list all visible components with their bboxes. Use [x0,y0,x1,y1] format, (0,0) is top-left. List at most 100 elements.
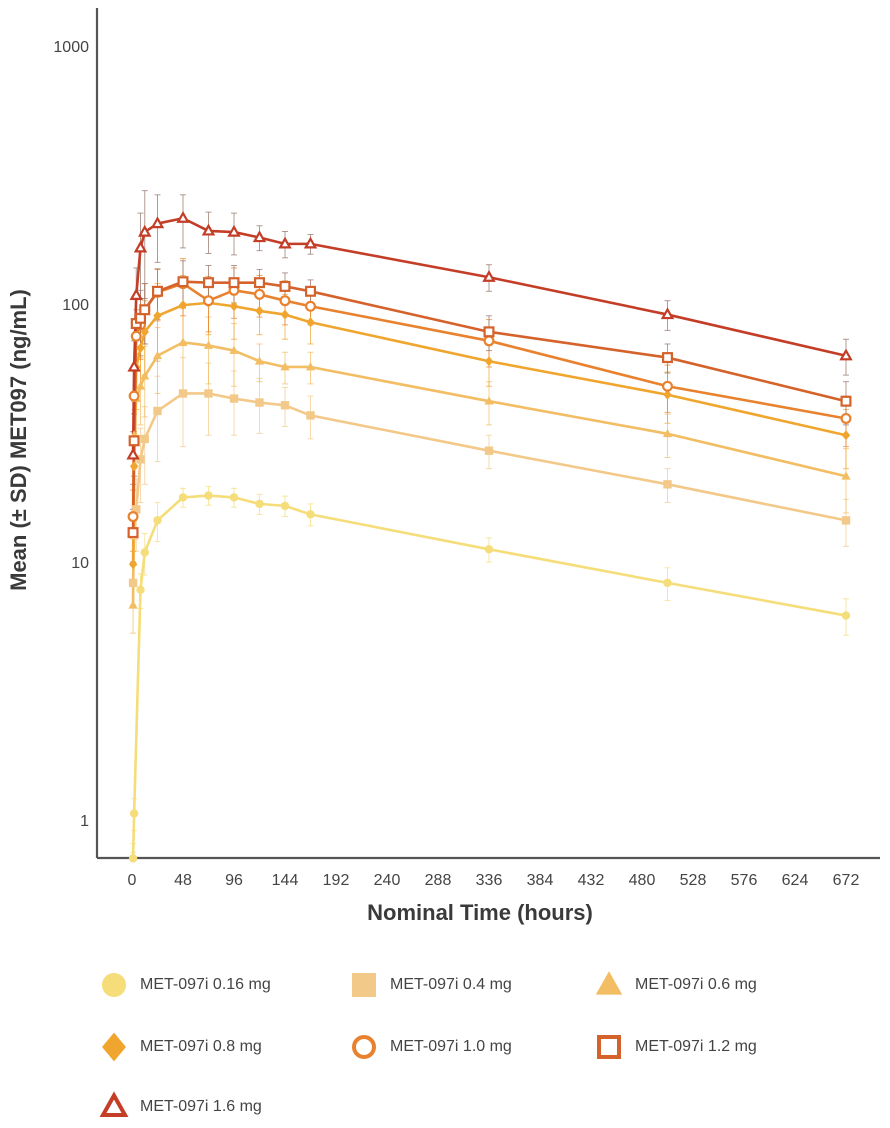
data-point [177,276,189,288]
data-point [662,428,673,438]
data-point [252,230,267,243]
series-line-met-097i-0-4-mg [131,392,847,583]
legend-label: MET-097i 1.0 mg [390,1038,512,1055]
data-point [280,309,290,320]
data-point [484,396,494,405]
x-tick-label: 672 [833,872,860,889]
y-tick-label: 100 [62,297,89,314]
x-tick-label: 192 [323,872,350,889]
data-point [139,304,151,316]
data-point [839,348,853,361]
data-point [484,545,494,554]
data-point [129,288,143,300]
data-point [255,398,264,407]
data-point [254,288,266,300]
data-point [136,585,145,595]
data-point [135,381,146,390]
data-point [661,352,673,364]
data-point [133,240,148,253]
data-point [203,340,214,349]
data-point [840,412,852,424]
legend-label: MET-097i 0.6 mg [635,976,757,993]
data-point [279,280,291,292]
data-point [153,406,162,416]
legend-item: MET-097i 0.16 mg [96,965,271,1005]
data-point [128,559,138,570]
legend-item: MET-097i 0.4 mg [346,965,512,1005]
data-point [130,330,142,342]
x-tick-label: 432 [578,872,605,889]
data-point [279,295,291,307]
legend-circle-icon [102,973,126,997]
data-point [176,210,190,223]
data-point [483,335,495,347]
data-point [128,578,138,588]
data-point [840,395,852,407]
data-point [841,516,851,525]
data-point [305,285,317,297]
x-tick-label: 240 [374,872,401,889]
data-point [140,548,149,557]
data-point [229,345,239,354]
data-point [661,380,673,392]
series-markers [126,210,853,863]
data-point [306,510,315,519]
data-point [178,337,188,346]
x-axis-title: Nominal Time (hours) [367,900,593,925]
data-point [152,350,163,360]
x-tick-label: 336 [476,872,503,889]
legend-marker [352,1035,376,1059]
data-point [153,310,162,321]
x-tick-label: 624 [782,872,809,889]
data-point [150,216,165,229]
data-point [153,516,162,525]
legend-item: MET-097i 1.0 mg [346,1027,512,1067]
data-point [129,809,139,818]
x-tick-label: 528 [680,872,707,889]
data-point [178,389,188,398]
data-point [140,434,149,444]
data-point [255,499,264,509]
data-point [127,359,141,372]
pk-chart: 1 10 100 1000 0 48 96 144 192 240 288 336 384 432 480… [6,8,880,925]
data-point [280,401,290,410]
data-point [663,389,672,400]
data-point [228,277,240,289]
data-point [136,455,145,464]
legend-label: MET-097i 0.4 mg [390,976,512,993]
legend-triangle-icon [99,1091,129,1117]
x-tick-label: 288 [425,872,452,889]
data-point [229,493,239,502]
data-point [255,305,264,316]
legend-marker [597,1035,621,1059]
data-point [201,223,216,236]
data-point [128,600,138,609]
data-point [128,854,138,863]
data-point [127,527,139,539]
data-point [306,317,315,328]
data-point [204,389,213,398]
data-point [178,300,188,311]
data-point [305,300,317,312]
data-point [484,446,494,455]
legend-item: MET-097i 1.6 mg [96,1087,262,1127]
legend-label: MET-097i 1.2 mg [635,1038,757,1055]
data-point [203,277,215,289]
data-point [136,342,145,354]
x-tick-label: 480 [629,872,656,889]
data-point [178,493,188,502]
data-point [280,501,290,511]
data-point [280,362,290,371]
data-point [305,362,316,371]
data-point [254,356,265,365]
data-point [254,277,266,289]
y-tick-label: 10 [71,555,89,572]
y-tick-label: 1000 [53,39,89,56]
data-point [663,578,672,588]
legend-item: MET-097i 0.6 mg [591,965,757,1005]
data-point [306,411,315,420]
data-point [482,269,496,282]
data-point [128,435,140,447]
series-line-met-097i-0-16-mg [131,494,847,859]
legend-square-icon [597,1035,621,1059]
